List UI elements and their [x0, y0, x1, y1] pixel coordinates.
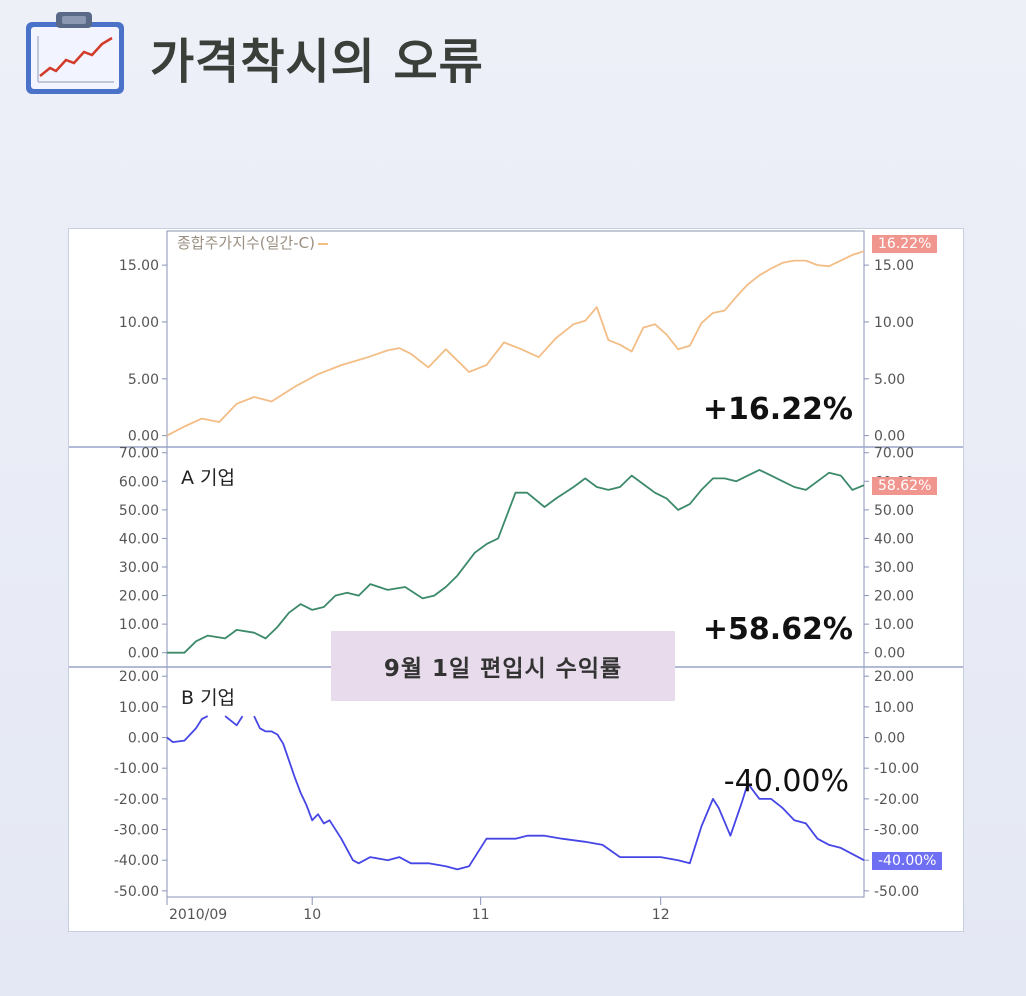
index-legend-label: 종합주가지수(일간-C): [177, 234, 315, 252]
ytick-label-left: -10.00: [114, 761, 159, 777]
ytick-label-right: -20.00: [874, 792, 919, 808]
slide-title: 가격착시의 오류: [150, 34, 484, 90]
series-line-B-seg0: [166, 715, 209, 743]
slide-header: 가격착시의 오류: [0, 0, 1026, 110]
ytick-label-left: 20.00: [119, 589, 159, 605]
ytick-label-right: 0.00: [874, 429, 905, 445]
ytick-label-left: 0.00: [128, 731, 159, 747]
xtick-label: 10: [303, 907, 321, 923]
ytick-label-right: 40.00: [874, 531, 914, 547]
ytick-label-right: 0.00: [874, 646, 905, 662]
badge-b: -40.00%: [872, 852, 943, 870]
series-line-B-seg1: [224, 715, 244, 727]
plot-frame: [166, 230, 865, 898]
ytick-label-right: 20.00: [874, 669, 914, 685]
chart-clipboard-icon: [26, 12, 124, 94]
ytick-label-left: -50.00: [114, 884, 159, 900]
ytick-label-left: 10.00: [119, 617, 159, 633]
ytick-label-left: 0.00: [128, 646, 159, 662]
ytick-label-right: -30.00: [874, 823, 919, 839]
ytick-label-left: 10.00: [119, 700, 159, 716]
badge-index: 16.22%: [872, 235, 938, 253]
ytick-label-right: 10.00: [874, 617, 914, 633]
series-label-a: A 기업: [181, 467, 235, 489]
ytick-label-left: 10.00: [119, 315, 159, 331]
ytick-label-right: 0.00: [874, 731, 905, 747]
ytick-label-left: 0.00: [128, 429, 159, 445]
ytick-label-left: 15.00: [119, 258, 159, 274]
ytick-label-left: 60.00: [119, 474, 159, 490]
ytick-label-left: 20.00: [119, 669, 159, 685]
ytick-label-left: 5.00: [128, 372, 159, 388]
ytick-label-left: 50.00: [119, 503, 159, 519]
ytick-label-right: 20.00: [874, 589, 914, 605]
series-line-A: [167, 468, 865, 654]
ytick-label-left: -40.00: [114, 853, 159, 869]
ytick-label-left: 40.00: [119, 531, 159, 547]
ytick-label-right: 30.00: [874, 560, 914, 576]
ytick-label-right: -10.00: [874, 761, 919, 777]
series-line-B-seg2: [253, 715, 865, 871]
badge-a: 58.62%: [872, 477, 938, 495]
ytick-label-left: 70.00: [119, 446, 159, 462]
return-label-b: -40.00%: [723, 764, 849, 799]
return-label-index: +16.22%: [702, 392, 853, 427]
ytick-label-right: -50.00: [874, 884, 919, 900]
ytick-label-right: 5.00: [874, 372, 905, 388]
ytick-label-right: 70.00: [874, 446, 914, 462]
overlay-label: 9월 1일 편입시 수익률: [331, 631, 675, 701]
xtick-label: 11: [472, 907, 490, 923]
series-label-b: B 기업: [181, 687, 236, 709]
ytick-label-left: -30.00: [114, 823, 159, 839]
ytick-label-right: 10.00: [874, 700, 914, 716]
xtick-label: 2010/09: [169, 907, 227, 923]
ytick-label-right: 15.00: [874, 258, 914, 274]
ytick-label-left: 30.00: [119, 560, 159, 576]
series-line-index: [166, 250, 865, 437]
ytick-label-right: 10.00: [874, 315, 914, 331]
stock-chart: 15.00 15.00 10.00 10.00 5.00 5.00 0.00 0.00 70.0…: [68, 228, 964, 932]
index-legend-swatch: [318, 242, 328, 245]
ytick-label-right: 50.00: [874, 503, 914, 519]
return-label-a: +58.62%: [702, 612, 853, 647]
xtick-label: 12: [652, 907, 670, 923]
index-legend: 종합주가지수(일간-C): [177, 232, 328, 253]
ytick-label-left: -20.00: [114, 792, 159, 808]
